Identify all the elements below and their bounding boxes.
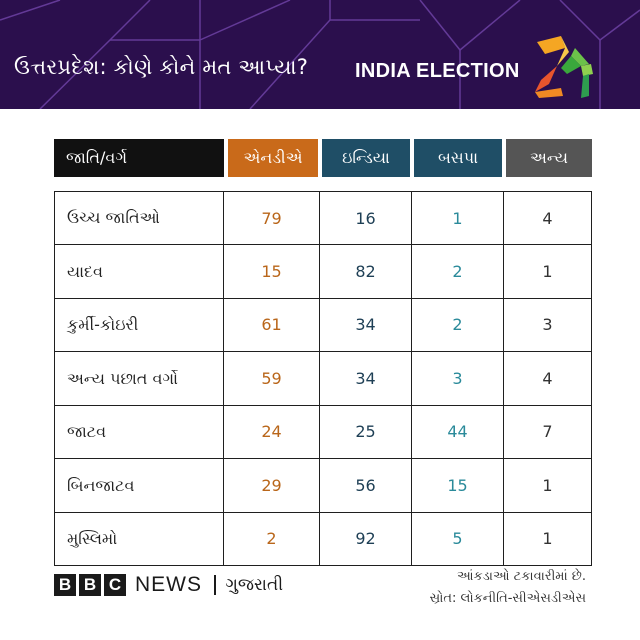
cell-bsp: 15 <box>412 459 504 513</box>
cell-bsp: 1 <box>412 191 504 245</box>
cell-bsp: 44 <box>412 405 504 459</box>
cell-bsp: 2 <box>412 298 504 352</box>
bbc-news-gujarati-logo: B B C NEWS ગુજરાતી <box>54 573 283 597</box>
page-title: ઉત્તરપ્રદેશ: કોણે કોને મત આપ્યા? <box>14 55 309 79</box>
brand-title: INDIA ELECTION <box>355 60 520 82</box>
row-label: ઉચ્ચ જાતિઓ <box>54 191 224 245</box>
cell-nda: 2 <box>224 512 320 566</box>
banner-decorative-lines <box>0 0 640 109</box>
row-label: અન્ય પછાત વર્ગો <box>54 352 224 406</box>
bbc-letter: B <box>54 574 76 596</box>
row-label: જાટવ <box>54 405 224 459</box>
bbc-letter: B <box>79 574 101 596</box>
cell-nda: 59 <box>224 352 320 406</box>
cell-nda: 15 <box>224 245 320 299</box>
cell-nda: 79 <box>224 191 320 245</box>
logo-divider <box>214 575 216 595</box>
cell-nda: 61 <box>224 298 320 352</box>
header-others: અન્ય <box>506 139 592 177</box>
row-label: કુર્મી-કોઇરી <box>54 298 224 352</box>
news-label: NEWS <box>135 573 202 596</box>
cell-others: 1 <box>504 245 592 299</box>
cell-india: 34 <box>320 298 412 352</box>
cell-bsp: 5 <box>412 512 504 566</box>
header-nda: એનડીએ <box>228 139 318 177</box>
cell-others: 1 <box>504 459 592 513</box>
cell-india: 82 <box>320 245 412 299</box>
header-banner: ઉત્તરપ્રદેશ: કોણે કોને મત આપ્યા? INDIA E… <box>0 0 640 109</box>
cell-india: 16 <box>320 191 412 245</box>
header-category: જાતિ/વર્ગ <box>54 139 224 177</box>
election-24-logo <box>535 36 593 98</box>
cell-others: 4 <box>504 191 592 245</box>
cell-others: 3 <box>504 298 592 352</box>
row-label: યાદવ <box>54 245 224 299</box>
cell-nda: 24 <box>224 405 320 459</box>
percentage-note: આંકડાઓ ટકાવારીમાં છે. <box>456 569 586 584</box>
cell-india: 25 <box>320 405 412 459</box>
row-label: મુસ્લિમો <box>54 512 224 566</box>
header-bsp: બસપા <box>414 139 502 177</box>
cell-others: 4 <box>504 352 592 406</box>
bbc-letter: C <box>104 574 126 596</box>
cell-india: 34 <box>320 352 412 406</box>
language-label: ગુજરાતી <box>225 575 284 595</box>
cell-others: 1 <box>504 512 592 566</box>
cell-india: 92 <box>320 512 412 566</box>
cell-nda: 29 <box>224 459 320 513</box>
row-label: બિનજાટવ <box>54 459 224 513</box>
cell-india: 56 <box>320 459 412 513</box>
header-india: ઇન્ડિયા <box>322 139 410 177</box>
cell-bsp: 3 <box>412 352 504 406</box>
cell-bsp: 2 <box>412 245 504 299</box>
cell-others: 7 <box>504 405 592 459</box>
source-note: સ્રોત: લોકનીતિ-સીએસડીએસ <box>429 591 586 606</box>
